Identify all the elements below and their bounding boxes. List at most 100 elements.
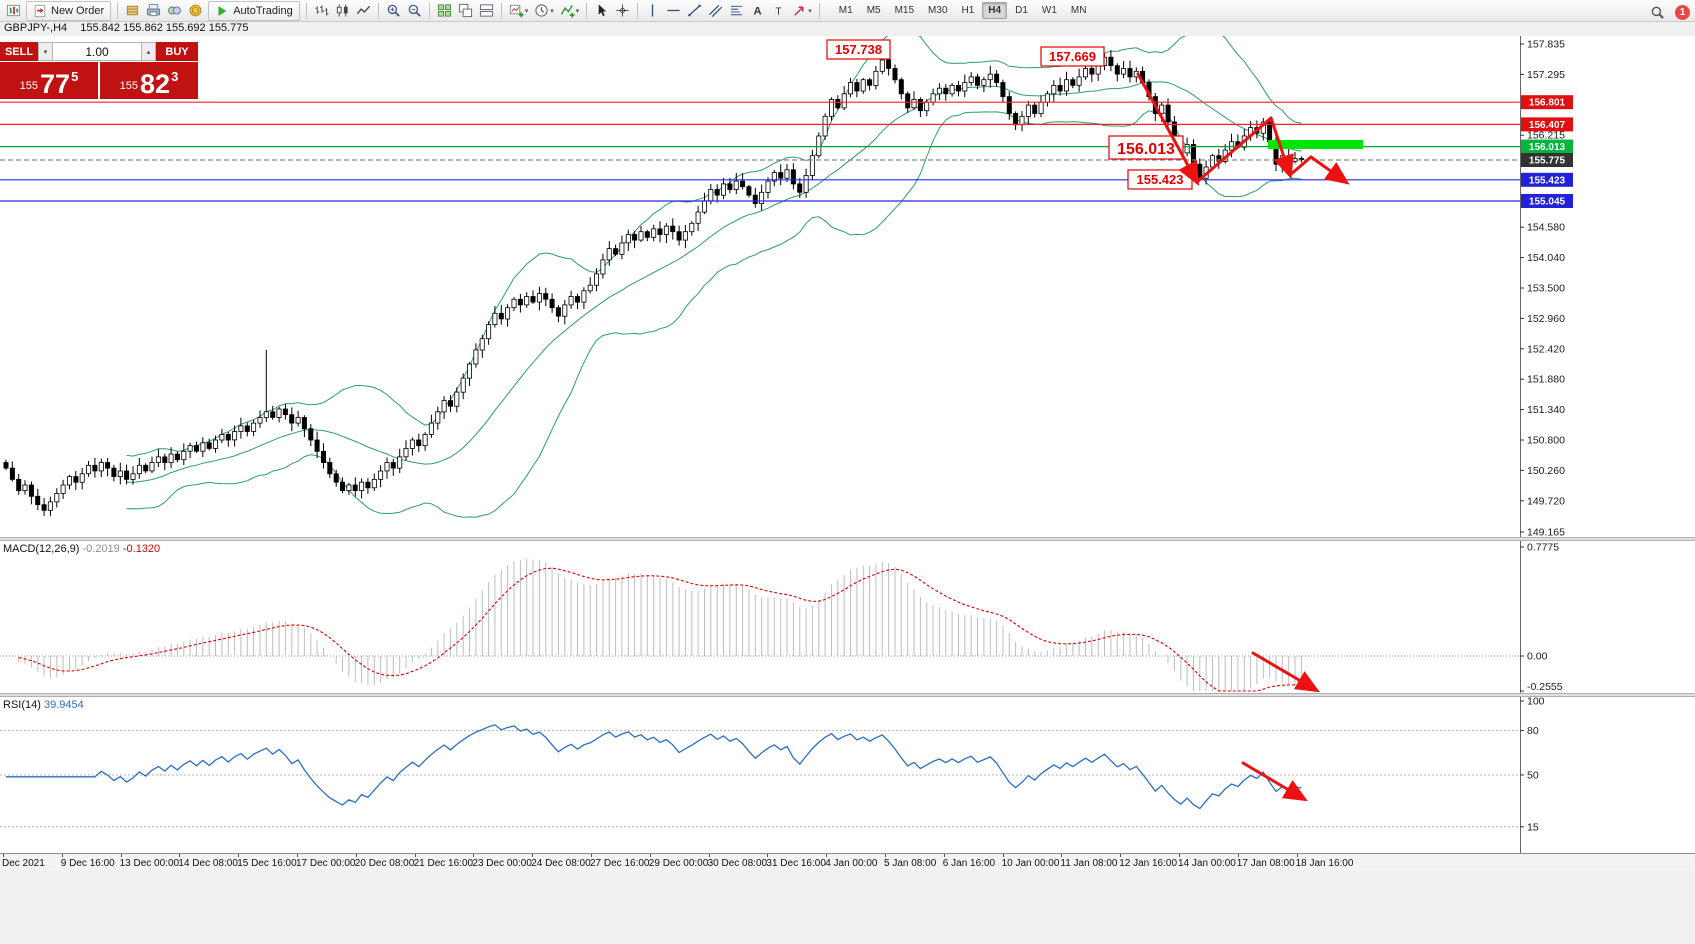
bar-chart-icon[interactable]	[312, 2, 331, 20]
time-tick	[1296, 854, 1298, 857]
vertical-line-icon[interactable]	[643, 2, 662, 20]
price-axis[interactable]: 157.835 157.295 156.215 154.580 154.040 153.5…	[1520, 36, 1573, 537]
time-axis[interactable]: Dec 2021 9 Dec 16:00 13 Dec 00:00 14 Dec 08…	[0, 853, 1695, 871]
new-order-button[interactable]: New Order	[26, 0, 112, 21]
new-chart-icon[interactable]: ▾	[507, 2, 531, 20]
equidistant-channel-icon[interactable]	[706, 2, 725, 20]
time-axis-label: 12 Jan 16:00	[1119, 858, 1178, 869]
time-axis-label: 20 Dec 08:00	[354, 858, 415, 869]
notification-badge[interactable]: 1	[1675, 4, 1690, 20]
cascade-windows-icon[interactable]	[456, 2, 475, 20]
status-area	[0, 871, 1695, 944]
timeframe-button-m5[interactable]: M5	[866, 5, 881, 16]
tile-horizontally-icon[interactable]	[477, 2, 496, 20]
volume-decrease-button[interactable]: ▾	[38, 42, 53, 61]
svg-text:154.040: 154.040	[1527, 252, 1565, 264]
macd-axis[interactable]: 0.7775 0.00 -0.2555	[1520, 541, 1563, 693]
svg-text:A: A	[754, 6, 762, 18]
arrows-icon[interactable]: ▾	[790, 2, 814, 20]
rsi-line	[6, 724, 1302, 810]
indicators-icon[interactable]: ▾	[558, 2, 582, 20]
time-axis-label: 27 Dec 16:00	[590, 858, 650, 869]
trendline-icon[interactable]	[685, 2, 704, 20]
horizontal-line-icon[interactable]	[664, 2, 683, 20]
annotations: 157.738 157.669 156.013 155.423	[826, 39, 1193, 190]
svg-text:149.165: 149.165	[1527, 527, 1565, 537]
timeframe-button-mn[interactable]: MN	[1070, 5, 1087, 16]
data-window-icon[interactable]	[144, 2, 163, 20]
volume-increase-button[interactable]: ▴	[141, 42, 156, 61]
time-axis-label: 11 Jan 08:00	[1060, 858, 1118, 869]
timeframe-button-m1[interactable]: M1	[838, 5, 853, 16]
toolbar-items: New Order AutoTrading ▾ ▾ ▾ A T ▾	[3, 0, 824, 21]
buy-button[interactable]: BUY	[156, 42, 198, 61]
toolbar-separator	[117, 2, 119, 19]
sell-button[interactable]: SELL	[0, 42, 38, 61]
svg-text:156.801: 156.801	[1529, 98, 1566, 109]
time-tick	[61, 854, 63, 857]
buy-price-display[interactable]: 155 82 3	[100, 62, 198, 99]
svg-text:T: T	[776, 6, 783, 17]
crosshair-icon[interactable]	[613, 2, 632, 20]
svg-text:156.013: 156.013	[1529, 142, 1566, 153]
time-axis-label: 10 Jan 00:00	[1001, 858, 1060, 869]
search-icon[interactable]	[1648, 3, 1667, 21]
candlestick-chart-icon[interactable]	[333, 2, 352, 20]
timeframe-button-m30[interactable]: M30	[928, 5, 948, 16]
zoom-out-icon[interactable]	[405, 2, 424, 20]
svg-text:0.7775: 0.7775	[1527, 541, 1559, 553]
price-chart[interactable]: 157.738 157.669 156.013 155.423 157.835 157.2…	[0, 36, 1695, 537]
fibonacci-icon[interactable]	[727, 2, 746, 20]
autotrading-button[interactable]: AutoTrading	[208, 0, 300, 21]
timeframe-button-d1[interactable]: D1	[1015, 5, 1028, 16]
timeframe-button-h1[interactable]: H1	[961, 5, 975, 16]
svg-text:156.215: 156.215	[1527, 130, 1565, 142]
time-axis-label: 17 Jan 08:00	[1236, 858, 1295, 869]
time-tick	[1179, 854, 1180, 857]
macd-signal-value: -0.1320	[122, 543, 161, 555]
time-tick	[826, 854, 828, 857]
market-watch-icon[interactable]	[123, 2, 142, 20]
timeframe-button-h4[interactable]: H4	[982, 2, 1008, 19]
cursor-icon[interactable]	[592, 2, 611, 20]
svg-text:157.669: 157.669	[1049, 49, 1096, 64]
terminal-icon[interactable]	[186, 2, 205, 20]
macd-chart[interactable]: 0.7775 0.00 -0.2555	[0, 541, 1695, 693]
price-lines	[0, 101, 1520, 202]
time-tick	[649, 854, 651, 857]
panel-splitter[interactable]	[0, 693, 1695, 697]
time-axis-label: 14 Jan 00:00	[1178, 858, 1236, 869]
toolbar-right: 1	[1647, 3, 1690, 21]
new-chart-window-icon[interactable]	[4, 2, 23, 20]
navigator-icon[interactable]	[165, 2, 184, 20]
rsi-panel: 100 80 50 15 RSI(14) 39.9454	[0, 697, 1695, 853]
timeframe-button-w1[interactable]: W1	[1041, 5, 1057, 16]
time-axis-label: 30 Dec 08:00	[707, 858, 768, 869]
rsi-chart[interactable]: 100 80 50 15	[0, 697, 1695, 853]
timeframe-button-m15[interactable]: M15	[894, 5, 915, 16]
price-annotation[interactable]	[1108, 135, 1184, 160]
trend-arrows	[1136, 72, 1350, 186]
macd-histogram	[18, 558, 1302, 691]
rsi-axis[interactable]: 100 80 50 15	[1520, 697, 1545, 853]
zoom-in-icon[interactable]	[384, 2, 403, 20]
svg-text:156.407: 156.407	[1529, 120, 1566, 131]
support-zone[interactable]	[1268, 140, 1363, 149]
price-level-label	[1521, 117, 1573, 132]
periods-icon[interactable]: ▾	[532, 2, 556, 20]
macd-trend-arrow	[1251, 651, 1320, 693]
price-annotation[interactable]	[826, 39, 891, 60]
panel-splitter[interactable]	[0, 537, 1695, 541]
price-annotation[interactable]	[1040, 46, 1105, 67]
svg-text:157.295: 157.295	[1527, 69, 1565, 81]
one-click-trading-widget: SELL ▾ 1.00 ▴ BUY 155 77 5 155 82 3	[0, 42, 198, 99]
svg-text:152.420: 152.420	[1527, 343, 1565, 355]
text-icon[interactable]: A	[748, 2, 767, 20]
rsi-label: RSI(14) 39.9454	[3, 699, 84, 711]
svg-text:155.045: 155.045	[1529, 197, 1566, 208]
volume-input[interactable]: 1.00	[53, 42, 141, 61]
sell-price-display[interactable]: 155 77 5	[0, 62, 98, 99]
text-label-icon[interactable]: T	[769, 2, 788, 20]
tile-windows-icon[interactable]	[435, 2, 454, 20]
line-chart-icon[interactable]	[354, 2, 373, 20]
